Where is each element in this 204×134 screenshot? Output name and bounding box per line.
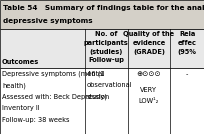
Text: LOW¹₂: LOW¹₂ <box>139 98 159 104</box>
Text: depressive symptoms: depressive symptoms <box>3 18 93 24</box>
Text: Follow-up: Follow-up <box>88 57 124 64</box>
Text: -: - <box>186 71 188 77</box>
Text: (studies): (studies) <box>89 49 123 55</box>
Text: Table 54   Summary of findings table for the analysis of CBT versus cognitive st: Table 54 Summary of findings table for t… <box>3 5 204 11</box>
Text: health): health) <box>2 82 26 89</box>
Text: VERY: VERY <box>140 87 157 93</box>
Text: evidence: evidence <box>132 40 165 46</box>
Text: Assessed with: Beck Depression: Assessed with: Beck Depression <box>2 94 109 100</box>
Text: Rela: Rela <box>179 31 195 37</box>
Text: Quality of the: Quality of the <box>123 31 174 37</box>
Text: participants: participants <box>84 40 129 46</box>
Text: Inventory II: Inventory II <box>2 105 40 111</box>
Text: (95%: (95% <box>178 49 197 55</box>
Text: (GRADE): (GRADE) <box>133 49 165 55</box>
Text: Follow-up: 38 weeks: Follow-up: 38 weeks <box>2 117 70 123</box>
Text: observational: observational <box>87 82 132 88</box>
Text: 46 (1: 46 (1 <box>87 71 104 77</box>
Text: Depressive symptoms (mental: Depressive symptoms (mental <box>2 71 104 77</box>
Text: Outcomes: Outcomes <box>2 59 39 65</box>
Text: study): study) <box>87 94 108 100</box>
Text: ⊕⊙⊙⊙: ⊕⊙⊙⊙ <box>137 71 161 77</box>
Text: effec: effec <box>178 40 197 46</box>
Text: No. of: No. of <box>95 31 117 37</box>
